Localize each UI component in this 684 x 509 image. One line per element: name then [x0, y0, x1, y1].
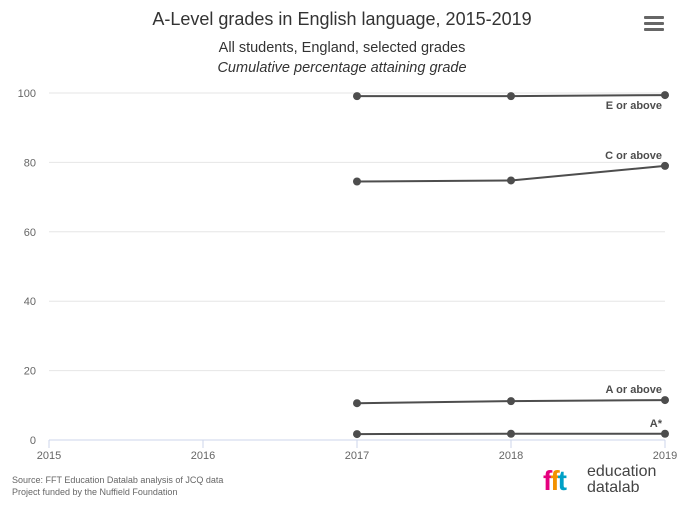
brand-mark: fft: [543, 465, 567, 496]
brand-text: education datalab: [587, 464, 656, 496]
x-tick-label: 2015: [37, 450, 61, 462]
chart-subtitle-italic: Cumulative percentage attaining grade: [217, 60, 467, 76]
data-point-e-or-above: [353, 92, 361, 101]
series-label-a-or-above: A or above: [606, 384, 662, 396]
x-tick-label: 2017: [345, 450, 369, 462]
hamburger-menu-icon[interactable]: [644, 16, 664, 34]
data-point-a: [353, 430, 361, 439]
brand-letter-3: t: [557, 465, 567, 496]
brand-letter-1: f: [543, 465, 552, 496]
data-point-a-or-above: [507, 397, 515, 406]
data-point-a-or-above: [353, 399, 361, 408]
y-tick-label: 80: [24, 157, 36, 169]
data-point-a: [661, 429, 669, 438]
brand-letter-2: f: [550, 465, 559, 496]
y-tick-label: 100: [18, 88, 36, 100]
y-tick-label: 40: [24, 296, 36, 308]
series-label-c-or-above: C or above: [605, 150, 662, 162]
series-label-a: A*: [650, 418, 663, 430]
x-tick-label: 2019: [653, 450, 677, 462]
x-tick-label: 2018: [499, 450, 523, 462]
y-tick-label: 0: [30, 435, 36, 447]
data-point-c-or-above: [661, 161, 669, 170]
source-note: Source: FFT Education Datalab analysis o…: [12, 475, 224, 485]
series-label-e-or-above: E or above: [606, 100, 662, 112]
y-tick-label: 20: [24, 366, 36, 378]
data-point-c-or-above: [353, 177, 361, 186]
brand-line-2: datalab: [587, 479, 640, 496]
data-point-c-or-above: [507, 176, 515, 185]
data-point-a-or-above: [661, 396, 669, 405]
chart-subtitle: All students, England, selected grades: [218, 40, 466, 56]
education-datalab-logo: fft education datalab: [543, 464, 673, 498]
chart-credits: Source: FFT Education Datalab analysis o…: [12, 474, 223, 498]
funding-note: Project funded by the Nuffield Foundatio…: [12, 487, 178, 497]
x-tick-label: 2016: [191, 450, 215, 462]
data-point-a: [507, 429, 515, 438]
data-point-e-or-above: [661, 91, 669, 100]
data-point-e-or-above: [507, 92, 515, 101]
chart-title: A-Level grades in English language, 2015…: [152, 9, 532, 29]
y-tick-label: 60: [24, 227, 36, 239]
brand-line-1: education: [587, 463, 657, 480]
